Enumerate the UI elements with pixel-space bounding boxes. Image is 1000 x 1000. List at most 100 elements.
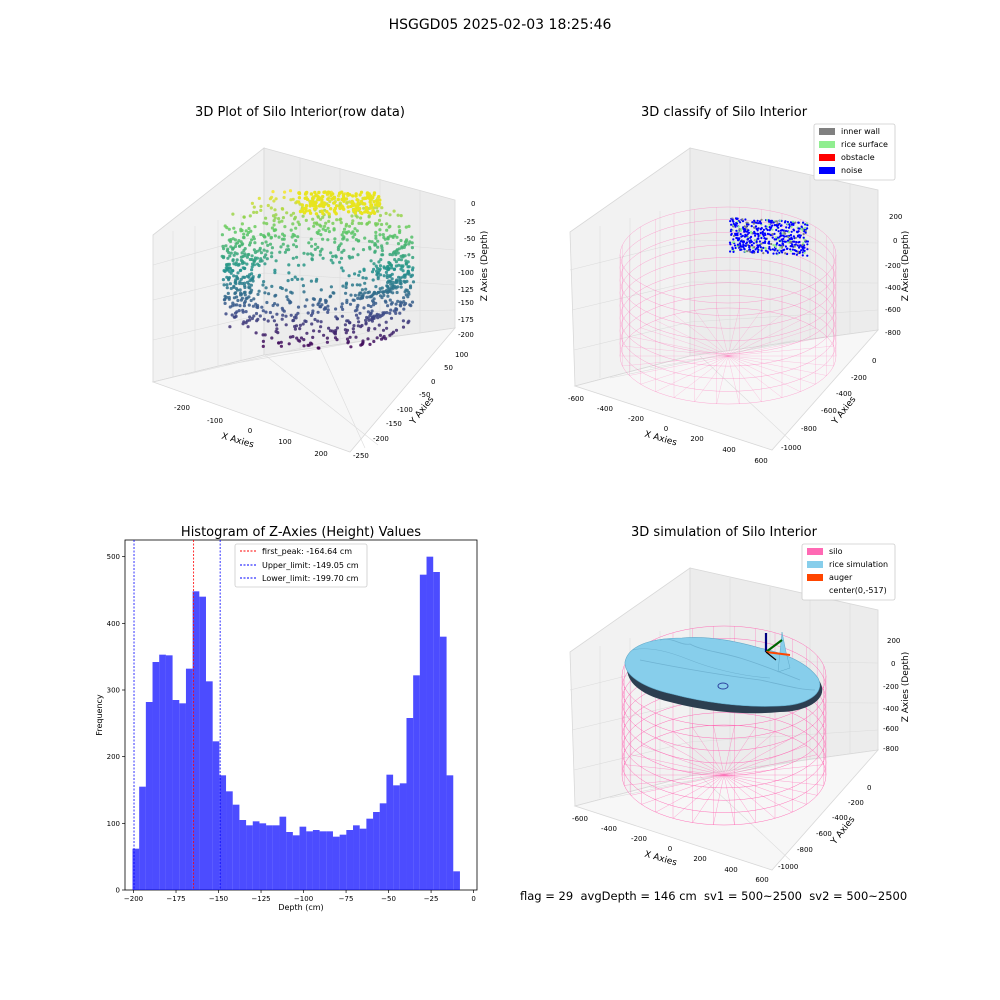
- classify-point: [759, 228, 762, 231]
- raw-point: [272, 319, 276, 323]
- raw-point: [318, 223, 322, 227]
- raw-point: [374, 314, 378, 318]
- raw-point: [394, 286, 398, 290]
- raw-point: [266, 243, 270, 247]
- raw-point: [265, 257, 269, 261]
- raw-point: [411, 255, 415, 260]
- raw-point: [239, 268, 243, 272]
- classify-z-tick: -400: [885, 284, 901, 292]
- raw-point: [290, 277, 294, 282]
- histogram-bar: [199, 596, 206, 890]
- classify-point: [782, 229, 785, 232]
- raw-point: [284, 323, 288, 327]
- legend-entry-noise: noise: [819, 166, 862, 175]
- raw-point: [374, 285, 378, 289]
- raw-point: [310, 322, 314, 326]
- classify-point: [762, 228, 766, 231]
- raw-point: [279, 245, 283, 249]
- raw-point: [354, 335, 358, 339]
- raw-point: [252, 259, 256, 264]
- classify-point: [778, 248, 781, 251]
- raw-point: [257, 289, 261, 293]
- legend-entry-obstacle: obstacle: [819, 153, 875, 162]
- raw-point: [369, 304, 373, 309]
- raw-point: [382, 265, 386, 269]
- classify-point: [794, 221, 797, 224]
- raw-point: [411, 280, 416, 284]
- raw-point: [251, 279, 255, 283]
- raw-point: [356, 202, 360, 206]
- raw-point: [401, 319, 405, 323]
- raw-point: [253, 225, 257, 229]
- classify-y-tick: -600: [821, 407, 837, 415]
- histogram-y-ticks: 0 100 200 300 400 500: [107, 553, 125, 895]
- raw-point: [265, 222, 269, 226]
- raw-point: [286, 244, 290, 248]
- histogram-bar: [205, 681, 213, 890]
- raw-point: [264, 216, 268, 220]
- silo-base-spoke: [694, 310, 729, 357]
- raw-point: [233, 238, 237, 242]
- raw-point: [390, 301, 394, 305]
- raw-point: [259, 251, 263, 255]
- raw-point: [345, 319, 349, 323]
- classify-point: [780, 234, 783, 237]
- raw-point: [361, 276, 365, 280]
- classify-point: [756, 219, 759, 222]
- classify-point: [777, 226, 780, 229]
- raw-point: [351, 230, 355, 234]
- silo-base-spoke: [723, 774, 807, 805]
- histogram-bar: [332, 836, 340, 890]
- raw-point: [241, 322, 245, 326]
- raw-point: [392, 309, 396, 313]
- auger-and-axes-marker: [764, 633, 791, 661]
- raw-point: [321, 215, 325, 219]
- classify-point: [732, 250, 735, 253]
- raw-point: [297, 196, 302, 200]
- raw-point: [228, 254, 232, 258]
- raw-point: [263, 333, 267, 337]
- raw-point: [385, 284, 390, 288]
- raw-point: [291, 256, 295, 260]
- classify-point: [752, 226, 756, 229]
- histogram-bar: [172, 700, 180, 890]
- raw-point: [377, 260, 381, 264]
- classify-point: [776, 222, 779, 225]
- classify-point: [752, 249, 755, 252]
- raw-point: [357, 221, 361, 225]
- histogram-y-tick-label: 100: [107, 820, 120, 828]
- raw-point: [239, 298, 243, 302]
- classify-point: [745, 234, 748, 237]
- silo-ring: [619, 219, 837, 316]
- legend-label: rice surface: [841, 140, 888, 149]
- raw-point: [351, 208, 356, 213]
- raw-point: [316, 302, 320, 307]
- classify-point: [776, 249, 779, 252]
- classify-point: [779, 246, 782, 249]
- raw-point: [408, 303, 412, 307]
- raw-point: [229, 271, 233, 275]
- raw-point: [294, 324, 299, 328]
- raw-point: [316, 245, 320, 249]
- classify-point: [741, 218, 744, 221]
- raw-z-tick: -50: [464, 235, 475, 243]
- histogram-bars: [132, 556, 460, 890]
- raw-point: [310, 258, 314, 262]
- raw-point: [326, 238, 330, 242]
- classify-point: [729, 243, 732, 246]
- silo-base-spoke: [622, 345, 729, 357]
- raw-point: [245, 233, 249, 237]
- raw-point: [317, 329, 321, 333]
- histogram-x-tick-label: 0: [471, 895, 475, 903]
- raw-point: [371, 196, 375, 200]
- raw-point: [364, 318, 368, 322]
- silo-base-spoke: [727, 355, 740, 404]
- raw-point: [365, 295, 369, 299]
- raw-point: [355, 305, 359, 309]
- raw-point: [271, 190, 275, 194]
- raw-point: [318, 196, 322, 200]
- legend-label: obstacle: [841, 153, 875, 162]
- raw-point: [400, 245, 404, 249]
- classify-point: [766, 228, 769, 232]
- raw-y-tick: -100: [397, 406, 413, 414]
